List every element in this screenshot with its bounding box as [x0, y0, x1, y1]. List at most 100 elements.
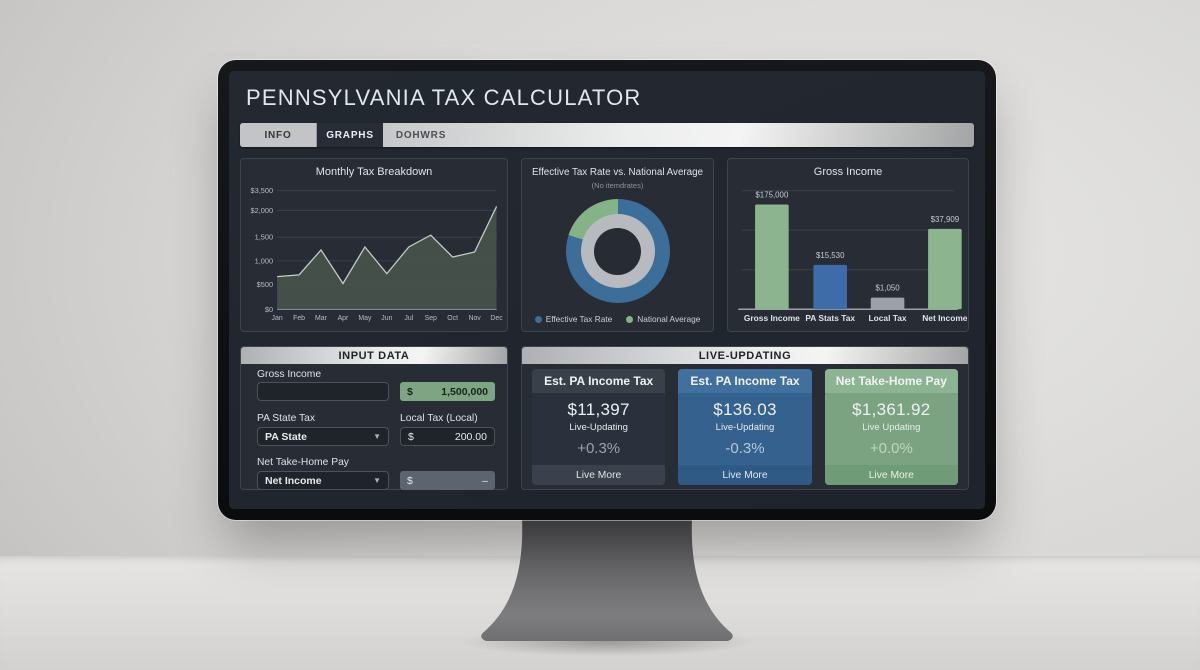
- x-tick-label: May: [358, 315, 372, 322]
- tab-info[interactable]: INFO: [240, 123, 317, 147]
- donut-hole: [594, 227, 641, 275]
- gross-income-label: Gross Income: [257, 369, 322, 380]
- bar-category-label: Net Income: [922, 313, 968, 323]
- bar-value-label: $15,530: [816, 251, 845, 260]
- bar: [870, 297, 905, 310]
- gross-income-amount-field[interactable]: $ 1,500,000: [400, 382, 495, 401]
- card-subtitle: Live-Updating: [715, 422, 775, 433]
- bar-category-label: PA Stats Tax: [805, 313, 855, 323]
- bar-category-label: Gross Income: [744, 313, 800, 323]
- input-data-header: INPUT DATA: [241, 347, 507, 364]
- tab-dohwrs[interactable]: DOHWRS: [395, 129, 447, 141]
- screen: PENNSYLVANIA TAX CALCULATOR INFO GRAPHS …: [229, 71, 985, 509]
- local-tax-input[interactable]: $ 200.00: [400, 427, 495, 446]
- card-title: Est. PA Income Tax: [532, 369, 666, 393]
- bar-value-label: $175,000: [755, 191, 789, 200]
- gross-income-amount: 1,500,000: [441, 385, 488, 398]
- card-value: $11,397: [567, 400, 630, 419]
- tab-bar: INFO GRAPHS DOHWRS: [240, 123, 974, 147]
- bar: [813, 264, 848, 310]
- input-data-panel: INPUT DATA Gross Income $ 1,500,000 PA S…: [240, 346, 508, 490]
- bar: [928, 228, 962, 310]
- y-tick-label: $3,500: [251, 186, 274, 195]
- area-fill: [277, 206, 497, 310]
- currency-symbol: $: [407, 385, 413, 398]
- card-value: $1,361.92: [852, 400, 931, 419]
- legend-item: National Average: [626, 314, 700, 324]
- y-tick-label: $500: [257, 280, 273, 289]
- card-subtitle: Live-Updating: [569, 422, 628, 433]
- live-updating-header: LIVE-UPDATING: [522, 347, 968, 364]
- local-tax-amount: 200.00: [454, 430, 487, 443]
- monitor: PENNSYLVANIA TAX CALCULATOR INFO GRAPHS …: [218, 60, 996, 520]
- x-tick-label: Sep: [425, 315, 437, 322]
- legend-dot-icon: [626, 315, 634, 323]
- net-take-home-field[interactable]: $ –: [400, 471, 495, 490]
- pa-state-tax-label: PA State Tax: [257, 413, 316, 424]
- donut-inner-ring: [580, 214, 655, 288]
- y-tick-label: 1,000: [255, 256, 274, 265]
- live-card-1: Est. PA Income Tax $11,397 Live-Updating +0…: [532, 369, 666, 485]
- chart-title: Gross Income: [813, 166, 883, 178]
- monthly-tax-breakdown-chart: Monthly Tax Breakdown $3,500 $2,000 1,500 1…: [240, 158, 508, 332]
- donut-ring: [565, 199, 670, 303]
- card-delta: -0.3%: [725, 440, 765, 457]
- legend-label: National Average: [637, 314, 701, 324]
- local-tax-label: Local Tax (Local): [400, 413, 478, 424]
- monitor-stand: [481, 517, 733, 641]
- gross-income-bar-chart: Gross Income $175,000 Gross Income $15,530…: [727, 158, 969, 332]
- bar-chart: $175,000 Gross Income $15,530 PA Stats Tax $…: [738, 190, 968, 323]
- chevron-down-icon: ▼: [373, 475, 381, 485]
- live-more-button[interactable]: Live More: [824, 465, 958, 485]
- live-card-3: Net Take-Home Pay $1,361.92 Live Updating +…: [824, 369, 958, 485]
- tax-rate-donut-chart: Effective Tax Rate vs. National Average …: [521, 158, 714, 332]
- bar-category-label: Local Tax: [868, 313, 906, 323]
- live-cards: Est. PA Income Tax $11,397 Live-Updating +0…: [532, 369, 958, 485]
- pa-state-select[interactable]: PA State ▼: [257, 427, 389, 446]
- live-more-button[interactable]: Live More: [678, 465, 812, 485]
- live-updating-panel: LIVE-UPDATING Est. PA Income Tax $11,397 L…: [521, 346, 969, 490]
- card-delta: +0.0%: [869, 440, 913, 457]
- bar-value-label: $1,050: [875, 284, 900, 293]
- page-title: PENNSYLVANIA TAX CALCULATOR: [246, 85, 642, 110]
- legend-dot-icon: [534, 315, 542, 323]
- x-tick-label: Nov: [468, 315, 481, 322]
- x-tick-label: Jul: [404, 315, 413, 322]
- legend-item: Effective Tax Rate: [534, 314, 613, 324]
- live-card-2: Est. PA Income Tax $136.03 Live-Updating -0…: [678, 369, 812, 485]
- area-line: [277, 206, 498, 285]
- currency-symbol: $: [408, 430, 414, 443]
- x-tick-label: Jan: [272, 315, 283, 322]
- x-tick-label: Jun: [381, 315, 392, 322]
- card-delta: +0.3%: [577, 440, 621, 457]
- net-income-select[interactable]: Net Income ▼: [257, 471, 389, 490]
- y-tick-label: $2,000: [251, 206, 274, 215]
- card-title: Est. PA Income Tax: [678, 369, 812, 393]
- pa-state-selected: PA State: [265, 430, 308, 443]
- card-value: $136.03: [713, 400, 777, 419]
- legend-label: Effective Tax Rate: [545, 314, 613, 324]
- chart-subtitle: (No itemdrates): [591, 181, 644, 190]
- gross-income-input[interactable]: [257, 382, 389, 401]
- y-tick-label: 1,500: [255, 233, 274, 242]
- y-tick-label: $0: [265, 305, 273, 314]
- net-take-home-amount: –: [482, 474, 488, 487]
- tab-graphs[interactable]: GRAPHS: [317, 123, 383, 147]
- net-take-home-label: Net Take-Home Pay: [257, 457, 349, 468]
- x-tick-label: Apr: [338, 315, 349, 322]
- net-income-selected: Net Income: [265, 474, 322, 487]
- chart-title: Monthly Tax Breakdown: [315, 166, 433, 178]
- chevron-down-icon: ▼: [373, 431, 381, 441]
- live-more-button[interactable]: Live More: [532, 465, 666, 485]
- donut-legend: Effective Tax Rate National Average: [522, 314, 713, 324]
- x-tick-label: Oct: [447, 315, 458, 322]
- currency-symbol: $: [407, 474, 413, 487]
- x-tick-label: Mar: [315, 315, 328, 322]
- card-title: Net Take-Home Pay: [824, 369, 958, 393]
- bar-value-label: $37,909: [931, 215, 960, 224]
- bar: [755, 204, 789, 310]
- chart-title: Effective Tax Rate vs. National Average: [532, 167, 703, 178]
- x-tick-label: Dec: [490, 315, 503, 322]
- card-subtitle: Live Updating: [862, 422, 921, 433]
